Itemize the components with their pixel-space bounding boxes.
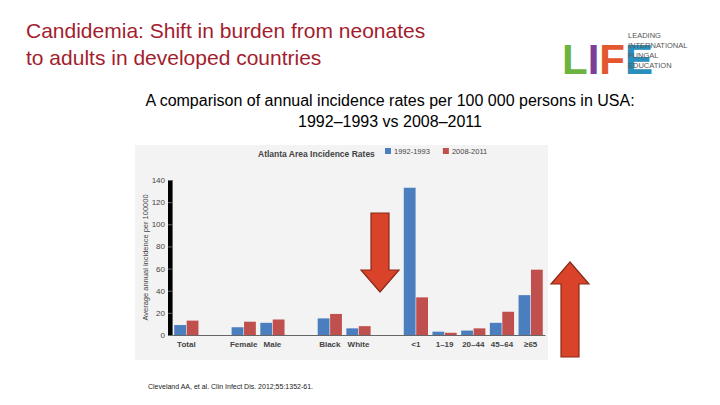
bar	[416, 297, 428, 335]
arrow-up	[551, 262, 589, 357]
slide-title: Candidemia: Shift in burden from neonate…	[26, 19, 425, 42]
x-tick-label: 45–64	[491, 340, 514, 349]
bar	[174, 325, 186, 335]
bar	[531, 270, 543, 335]
x-tick: Black	[319, 335, 341, 349]
slide: Candidemia: Shift in burden from neonate…	[0, 0, 720, 405]
y-tick-label: 140	[152, 176, 166, 185]
bar	[232, 327, 244, 335]
bar	[519, 295, 531, 335]
legend-swatch	[385, 148, 391, 154]
slide-title: to adults in developed countries	[26, 46, 321, 69]
y-tick: 60	[156, 265, 172, 274]
x-tick-label: 20–44	[462, 340, 485, 349]
legend-label: 2008-2011	[452, 147, 487, 156]
bar	[330, 314, 342, 335]
y-tick-label: 120	[152, 198, 166, 207]
y-tick: 20	[156, 309, 172, 318]
x-tick: ≥65	[524, 335, 538, 349]
x-tick: White	[348, 335, 370, 349]
y-tick-label: 0	[161, 331, 166, 340]
y-tick-label: 40	[156, 287, 165, 296]
y-axis-line	[168, 181, 173, 336]
x-tick-label: ≥65	[524, 340, 538, 349]
x-tick: 1–19	[436, 335, 454, 349]
legend-swatch	[443, 148, 449, 154]
subtitle: 1992–1993 vs 2008–2011	[298, 113, 482, 130]
y-tick-label: 60	[156, 265, 165, 274]
bar	[474, 328, 486, 335]
y-tick-mark	[168, 246, 172, 247]
arrow-down	[361, 213, 399, 292]
y-tick: 80	[156, 242, 172, 251]
bar	[318, 318, 330, 335]
y-tick-label: 100	[152, 220, 166, 229]
x-tick-label: Female	[230, 340, 258, 349]
y-tick: 120	[152, 198, 172, 207]
logo-text: FUNGAL	[628, 51, 658, 60]
bar	[260, 323, 272, 335]
subtitle: A comparison of annual incidence rates p…	[145, 92, 634, 109]
legend-label: 1992-1993	[394, 147, 430, 156]
bar	[432, 332, 444, 335]
citation: Cleveland AA, et al. Clin Infect Dis. 20…	[148, 383, 313, 390]
bar	[187, 321, 199, 335]
chart-title: Atlanta Area Incidence Rates	[258, 149, 375, 159]
bar	[502, 312, 514, 335]
bar	[273, 320, 285, 336]
logo-text: LEADING	[628, 31, 661, 40]
x-tick: 20–44	[462, 335, 485, 349]
x-tick: Male	[264, 335, 282, 349]
bar	[490, 323, 502, 335]
y-tick-label: 80	[156, 242, 165, 251]
bar	[445, 333, 457, 335]
y-tick: 40	[156, 287, 172, 296]
bar	[359, 326, 371, 335]
y-tick-label: 20	[156, 309, 165, 318]
bar	[404, 188, 416, 335]
y-tick: 0	[161, 331, 172, 340]
y-tick-mark	[168, 269, 172, 270]
y-tick-mark	[168, 202, 172, 203]
x-tick-label: <1	[411, 340, 421, 349]
logo-text: EDUCATION	[628, 61, 672, 70]
y-tick-mark	[168, 291, 172, 292]
background	[0, 0, 720, 405]
y-tick-mark	[168, 335, 172, 336]
x-tick: Total	[177, 335, 196, 349]
bar	[461, 331, 473, 335]
y-tick: 100	[152, 220, 172, 229]
bars	[174, 188, 543, 335]
x-tick: 45–64	[491, 335, 514, 349]
x-tick: Female	[230, 335, 258, 349]
y-axis: 0 20 40 60 80 100 120 140	[152, 176, 173, 340]
bar	[244, 322, 256, 335]
x-axis: Total Female Male Black White <1 1–19 20–44 45–6…	[173, 335, 546, 349]
legend: 1992-1993 2008-2011	[385, 147, 487, 156]
x-tick-label: White	[348, 340, 370, 349]
x-tick-label: Male	[264, 340, 282, 349]
y-tick-mark	[168, 313, 172, 314]
logo-text: INTERNATIONAL	[628, 41, 687, 50]
x-tick-label: 1–19	[436, 340, 454, 349]
y-tick-mark	[168, 180, 172, 181]
y-tick: 140	[152, 176, 172, 185]
x-tick: <1	[411, 335, 421, 349]
y-tick-mark	[168, 224, 172, 225]
x-tick-label: Total	[177, 340, 196, 349]
x-axis-line	[173, 335, 546, 336]
y-axis-title: Average annual incidence per 100000	[141, 194, 150, 320]
bar	[346, 328, 358, 335]
chart-background	[135, 145, 548, 360]
x-tick-label: Black	[319, 340, 341, 349]
